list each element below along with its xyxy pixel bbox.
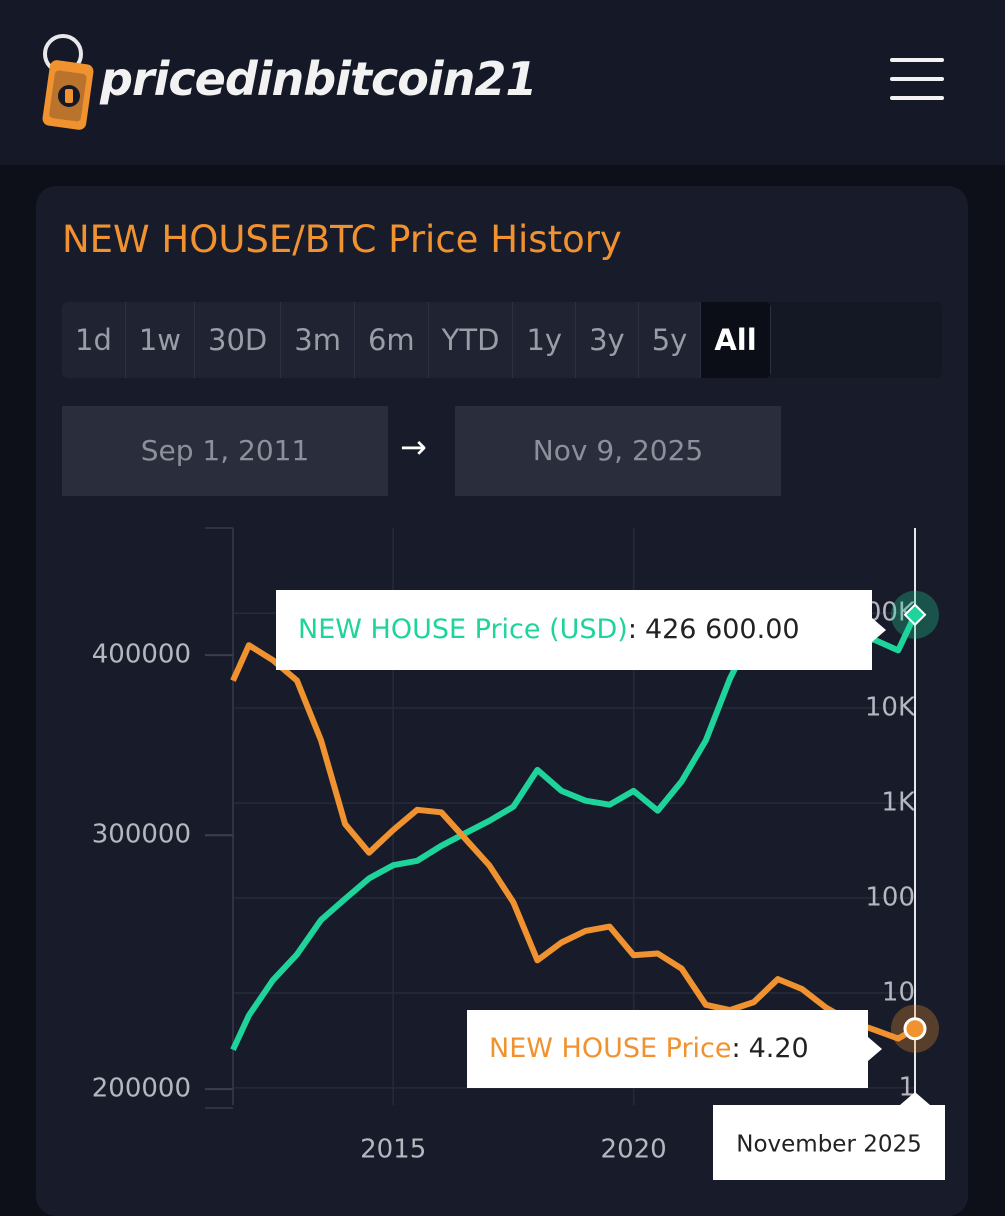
y-tick-label: 400000 [92, 640, 191, 670]
end-date[interactable]: Nov 9, 2025 [455, 406, 781, 496]
date-tooltip: November 2025 [713, 1092, 945, 1180]
tooltip-value: 4.20 [749, 1033, 809, 1064]
tooltip-box [467, 1010, 882, 1088]
range-button[interactable]: 1y [513, 302, 577, 378]
line-series [230, 642, 917, 1042]
tooltip: NEW HOUSE Price: 4.20 [467, 1010, 882, 1088]
range-button[interactable]: 30D [195, 302, 282, 378]
range-button[interactable]: 1d [62, 302, 126, 378]
logo [42, 34, 94, 130]
date-arrow: → [400, 428, 427, 466]
tooltip-value: 426 600.00 [645, 614, 800, 645]
tooltip-text: NEW HOUSE Price: 4.20 [489, 1033, 809, 1064]
menu-button[interactable] [890, 58, 944, 104]
y2-tick-label: 100 [865, 883, 915, 913]
tooltip-box [276, 590, 886, 670]
range-button[interactable]: All [701, 302, 771, 378]
date-tooltip-text: November 2025 [736, 1132, 922, 1158]
date-tooltip-box [713, 1092, 945, 1180]
tooltip-text: NEW HOUSE Price (USD): 426 600.00 [298, 614, 800, 645]
range-button[interactable]: 1w [126, 302, 196, 378]
y-tick-label: 300000 [92, 820, 191, 850]
range-button[interactable]: 6m [355, 302, 429, 378]
marker [903, 1017, 927, 1041]
range-button[interactable]: 3m [281, 302, 355, 378]
card-title: NEW HOUSE/BTC Price History [62, 218, 622, 261]
y2-tick-label: 10K [865, 693, 916, 723]
y2-tick-label: 1K [881, 788, 916, 818]
tooltip-separator: : [628, 614, 637, 645]
y2-tick-label: 1 [898, 1072, 915, 1102]
marker [903, 603, 927, 627]
tooltip-series-name: NEW HOUSE Price (USD) [298, 614, 628, 645]
header: pricedinbitcoin21 [0, 0, 1005, 165]
y-tick-label: 200000 [92, 1074, 191, 1104]
y2-tick-label: 10 [882, 977, 915, 1007]
tooltip-separator: : [732, 1033, 741, 1064]
start-date[interactable]: Sep 1, 2011 [62, 406, 388, 496]
range-bar: 1d 1w 30D 3m 6m YTD 1y 3y 5y All [62, 302, 942, 378]
x-tick-label: 2015 [360, 1135, 426, 1165]
range-button[interactable]: 3y [576, 302, 639, 378]
brand: pricedinbitcoin21 [100, 52, 537, 106]
tooltip-series-name: NEW HOUSE Price [489, 1033, 732, 1064]
range-button[interactable]: 5y [639, 302, 702, 378]
range-button[interactable]: YTD [429, 302, 514, 378]
x-tick-label: 2020 [601, 1135, 667, 1165]
tooltip: NEW HOUSE Price (USD): 426 600.00 [276, 590, 886, 670]
